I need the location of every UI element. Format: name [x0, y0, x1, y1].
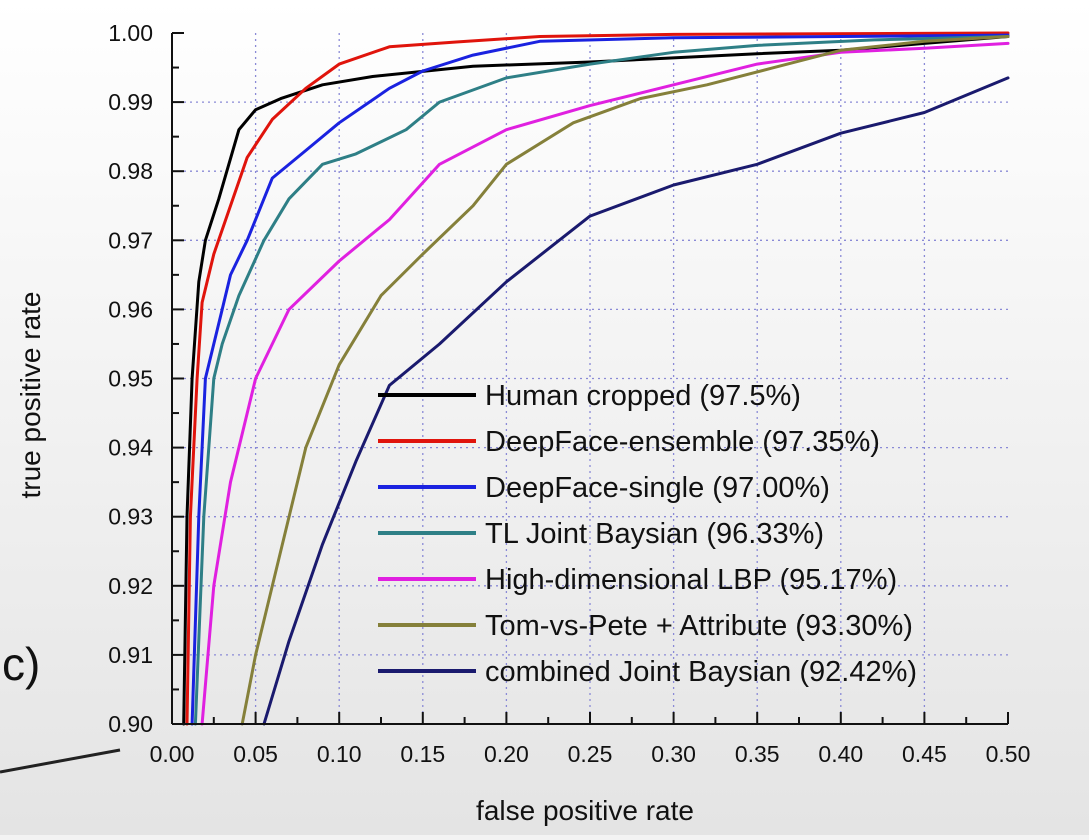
series-line-6 [240, 35, 1010, 726]
y-tick-label: 1.00 [108, 20, 153, 46]
legend-label-6: Tom-vs-Pete + Attribute (93.30%) [485, 610, 913, 642]
series-lines [182, 31, 1010, 726]
y-tick-label: 0.97 [108, 227, 153, 253]
x-tick-label: 0.35 [735, 741, 780, 767]
y-tick-label: 0.91 [108, 642, 153, 668]
legend-label-1: Human cropped (97.5%) [485, 380, 801, 412]
y-tick-label: 0.94 [108, 435, 153, 461]
series-line-7 [262, 76, 1010, 726]
legend-label-4: TL Joint Baysian (96.33%) [485, 518, 824, 550]
x-tick-label: 0.15 [400, 741, 445, 767]
x-tick-label: 0.00 [150, 741, 195, 767]
legend-label-7: combined Joint Baysian (92.42%) [485, 656, 917, 688]
x-tick-label: 0.20 [484, 741, 529, 767]
x-tick-label: 0.50 [986, 741, 1031, 767]
y-tick-label: 0.95 [108, 366, 153, 392]
series-line-1 [182, 35, 1010, 726]
x-tick-label: 0.10 [317, 741, 362, 767]
x-tick-label: 0.25 [568, 741, 613, 767]
legend-label-2: DeepFace-ensemble (97.35%) [485, 426, 880, 458]
y-tick-label: 0.96 [108, 296, 153, 322]
y-tick-label: 0.99 [108, 89, 153, 115]
legend: Human cropped (97.5%) DeepFace-ensemble (… [378, 380, 917, 688]
x-tick-label: 0.45 [902, 741, 947, 767]
series-line-3 [190, 33, 1010, 726]
legend-label-3: DeepFace-single (97.00%) [485, 472, 830, 504]
x-tick-label: 0.30 [651, 741, 696, 767]
y-axis-label: true positive rate [15, 292, 46, 499]
series-line-4 [193, 35, 1010, 726]
y-tick-label: 0.92 [108, 573, 153, 599]
x-tick-label: 0.40 [818, 741, 863, 767]
y-tick-label: 0.93 [108, 504, 153, 530]
y-tick-label: 0.90 [108, 711, 153, 737]
grid [172, 33, 1008, 724]
legend-label-5: High-dimensional LBP (95.17%) [485, 564, 897, 596]
x-axis-label: false positive rate [476, 795, 694, 826]
annotation-stroke [0, 748, 121, 774]
series-line-2 [185, 31, 1010, 726]
y-tick-label: 0.98 [108, 158, 153, 184]
axes: 0.90 0.91 0.92 0.93 0.94 0.95 0.96 0.97 0.98 0.99… [108, 20, 1030, 767]
panel-label: c) [2, 638, 40, 690]
x-tick-label: 0.05 [233, 741, 278, 767]
